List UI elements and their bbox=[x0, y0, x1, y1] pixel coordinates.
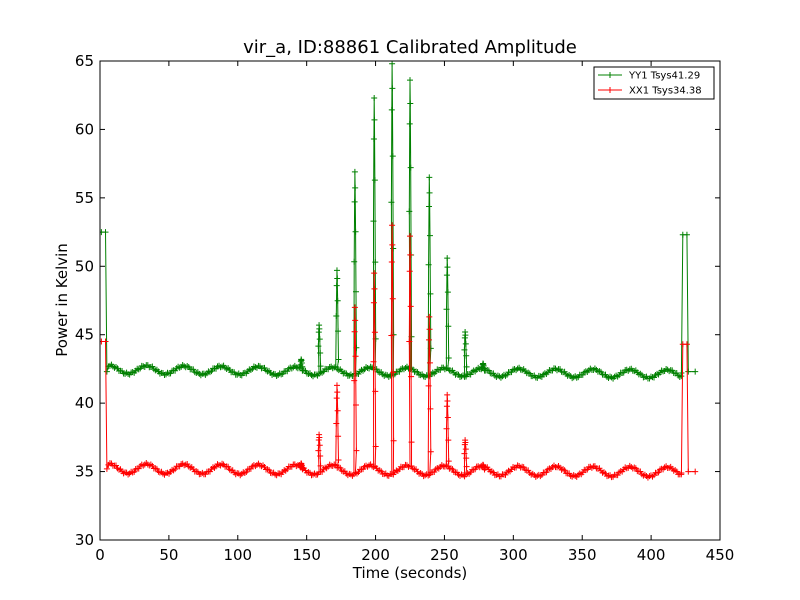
x-tick-label: 0 bbox=[95, 546, 105, 564]
x-axis-title: Time (seconds) bbox=[352, 564, 468, 582]
legend-marker bbox=[607, 87, 613, 93]
y-tick-label: 40 bbox=[75, 394, 94, 412]
y-tick-label: 50 bbox=[75, 257, 94, 275]
y-tick-label: 60 bbox=[75, 120, 94, 138]
x-tick-label: 450 bbox=[706, 546, 735, 564]
plot-frame bbox=[99, 60, 721, 541]
series-markers bbox=[100, 222, 699, 481]
x-tick-label: 150 bbox=[292, 546, 321, 564]
x-tick-label: 100 bbox=[223, 546, 252, 564]
tick-layer: 0 50 100 150 200 250 300 350 400 450 30 35 40 45 50 55 6… bbox=[75, 52, 734, 564]
x-tick-label: 200 bbox=[361, 546, 390, 564]
y-tick-label: 65 bbox=[75, 52, 94, 70]
x-tick-label: 400 bbox=[637, 546, 666, 564]
series-xx1 bbox=[100, 222, 699, 481]
legend-box bbox=[593, 66, 715, 100]
x-tick-label: 250 bbox=[430, 546, 459, 564]
legend-marker bbox=[607, 72, 613, 78]
y-tick-label: 30 bbox=[75, 531, 94, 549]
y-axis-title: Power in Kelvin bbox=[53, 243, 71, 357]
plot-area: 0 50 100 150 200 250 300 350 400 450 30 35 40 45 50 55 6… bbox=[75, 52, 734, 564]
series-layer bbox=[100, 61, 699, 481]
x-tick-label: 50 bbox=[159, 546, 178, 564]
legend-label: XX1 Tsys34.38 bbox=[629, 86, 702, 97]
y-tick-label: 35 bbox=[75, 463, 94, 481]
y-tick-label: 45 bbox=[75, 326, 94, 344]
y-tick-label: 55 bbox=[75, 189, 94, 207]
legend-label: YY1 Tsys41.29 bbox=[628, 71, 700, 82]
chart-title: vir_a, ID:88861 Calibrated Amplitude bbox=[243, 37, 577, 58]
x-tick-label: 350 bbox=[568, 546, 597, 564]
legend: YY1 Tsys41.29 XX1 Tsys34.38 bbox=[593, 66, 715, 100]
x-tick-label: 300 bbox=[499, 546, 528, 564]
